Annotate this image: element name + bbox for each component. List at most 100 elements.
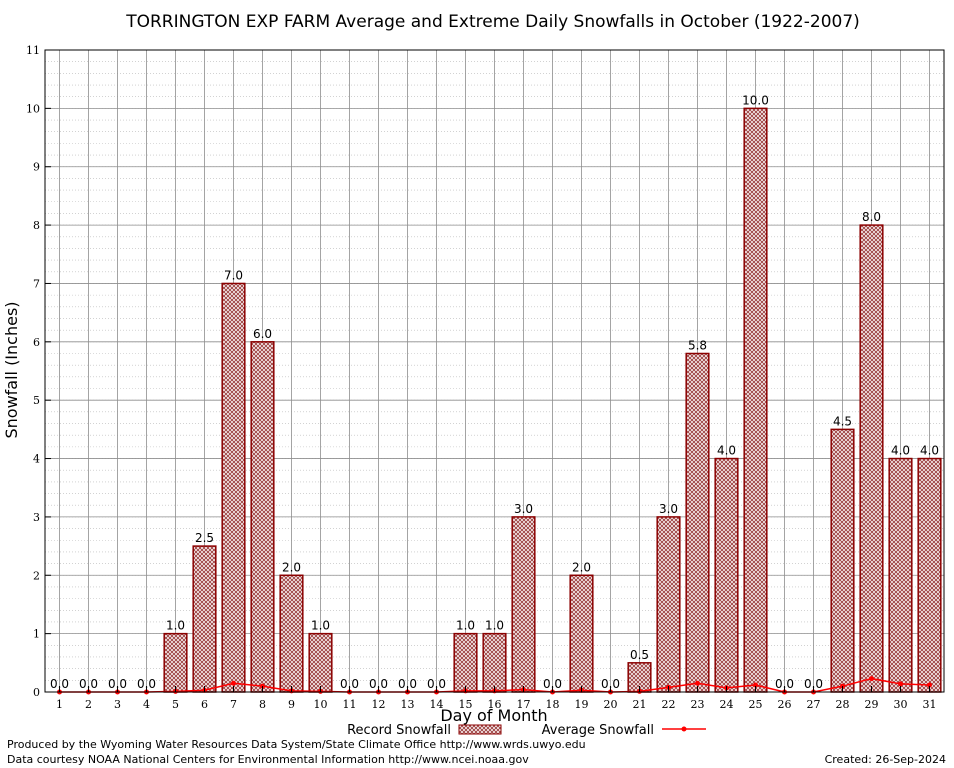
y-axis-label: Snowfall (Inches) — [2, 301, 21, 438]
x-tick-label: 28 — [836, 698, 850, 711]
record-bar — [308, 632, 333, 693]
y-tick-label: 11 — [26, 44, 40, 57]
x-tick-label: 7 — [230, 698, 237, 711]
x-tick-label: 20 — [604, 698, 618, 711]
x-tick-label: 29 — [865, 698, 879, 711]
x-tick-label: 9 — [288, 698, 295, 711]
x-tick-label: 5 — [172, 698, 179, 711]
legend: Record Snowfall Average Snowfall — [347, 723, 706, 738]
average-point — [927, 682, 932, 688]
average-point — [695, 680, 700, 686]
average-point — [753, 682, 758, 688]
average-point — [869, 676, 874, 682]
x-tick-label: 23 — [691, 698, 705, 711]
record-bar — [250, 341, 275, 693]
bar-value-label: 0.0 — [427, 677, 446, 691]
x-tick-label: 14 — [430, 698, 444, 711]
x-tick-label: 10 — [314, 698, 328, 711]
record-bar — [163, 632, 188, 693]
y-tick-label: 8 — [33, 219, 40, 232]
bar-value-label: 2.0 — [572, 560, 591, 574]
legend-average-label: Average Snowfall — [542, 723, 654, 738]
record-bar — [569, 574, 594, 693]
y-tick-label: 10 — [26, 102, 40, 115]
bar-value-label: 10.0 — [742, 93, 769, 107]
bar-value-label: 0.0 — [50, 677, 69, 691]
y-tick-label: 5 — [33, 394, 40, 407]
y-tick-label: 0 — [33, 686, 40, 699]
average-point — [898, 681, 903, 687]
bar-value-label: 8.0 — [862, 210, 881, 224]
x-tick-label: 13 — [401, 698, 415, 711]
x-tick-label: 27 — [807, 698, 821, 711]
bar-value-label: 0.0 — [804, 677, 823, 691]
legend-average-marker — [681, 726, 687, 732]
bar-value-label: 0.0 — [137, 677, 156, 691]
record-bar — [221, 282, 246, 693]
x-tick-label: 18 — [546, 698, 560, 711]
bar-value-label: 2.0 — [282, 560, 301, 574]
x-tick-label: 6 — [201, 698, 208, 711]
legend-record-label: Record Snowfall — [347, 723, 451, 738]
legend-record-swatch — [458, 724, 502, 735]
x-tick-label: 2 — [85, 698, 92, 711]
major-grid — [45, 49, 944, 693]
x-tick-label: 4 — [143, 698, 150, 711]
x-tick-label: 21 — [633, 698, 647, 711]
bar-value-label: 3.0 — [514, 502, 533, 516]
y-tick-label: 3 — [33, 511, 40, 524]
record-bar — [511, 516, 536, 693]
x-tick-label: 11 — [343, 698, 357, 711]
record-bar — [482, 632, 507, 693]
bar-value-label: 7.0 — [224, 268, 243, 282]
bar-value-label: 4.0 — [920, 444, 939, 458]
y-tick-label: 9 — [33, 161, 40, 174]
x-tick-label: 19 — [575, 698, 589, 711]
chart-title: TORRINGTON EXP FARM Average and Extreme … — [125, 12, 860, 32]
x-tick-label: 15 — [459, 698, 473, 711]
record-bar — [888, 457, 913, 693]
record-bars — [163, 107, 942, 693]
record-bar — [453, 632, 478, 693]
x-axis-ticks: 1 2 3 4 5 6 7 8 9 10 11 12 13 14 15 16 17 18 19 20 21 22 23 24 2… — [56, 686, 937, 711]
x-tick-label: 3 — [114, 698, 121, 711]
y-tick-label: 6 — [33, 336, 40, 349]
x-tick-label: 26 — [778, 698, 792, 711]
bar-value-label: 0.0 — [340, 677, 359, 691]
x-tick-label: 24 — [720, 698, 734, 711]
x-tick-label: 16 — [488, 698, 502, 711]
record-bar — [917, 457, 942, 693]
bar-value-label: 0.0 — [543, 677, 562, 691]
y-tick-label: 7 — [33, 277, 40, 290]
y-axis-ticks: 0 1 2 3 4 5 6 7 8 9 10 11 — [26, 44, 51, 699]
x-tick-label: 25 — [749, 698, 763, 711]
record-bar — [830, 428, 855, 693]
record-bar — [859, 224, 884, 693]
record-bar — [714, 457, 739, 693]
bar-value-label: 4.0 — [891, 444, 910, 458]
bar-value-label: 3.0 — [659, 502, 678, 516]
record-bar — [656, 516, 681, 693]
y-tick-label: 4 — [33, 453, 40, 466]
x-axis-label: Day of Month — [440, 706, 547, 725]
bar-value-label: 0.0 — [79, 677, 98, 691]
x-tick-label: 12 — [372, 698, 386, 711]
x-tick-label: 22 — [662, 698, 676, 711]
x-tick-label: 8 — [259, 698, 266, 711]
bar-value-label: 1.0 — [485, 619, 504, 633]
bar-value-label: 1.0 — [456, 619, 475, 633]
bar-value-label: 2.5 — [195, 531, 214, 545]
footer-produced-by: Produced by the Wyoming Water Resources … — [7, 738, 586, 751]
y-tick-label: 1 — [33, 628, 40, 641]
bar-value-label: 0.0 — [369, 677, 388, 691]
bar-value-label: 0.0 — [601, 677, 620, 691]
record-bar — [743, 107, 768, 693]
bar-value-labels: 0.0 0.0 0.0 0.0 1.0 2.5 7.0 6.0 2.0 1.0 0.0 0.0 0.0 0… — [50, 93, 939, 691]
average-point — [231, 680, 236, 686]
bar-value-label: 6.0 — [253, 327, 272, 341]
bar-value-label: 0.5 — [630, 648, 649, 662]
bar-value-label: 0.0 — [775, 677, 794, 691]
x-tick-label: 17 — [517, 698, 531, 711]
bar-value-label: 1.0 — [311, 619, 330, 633]
